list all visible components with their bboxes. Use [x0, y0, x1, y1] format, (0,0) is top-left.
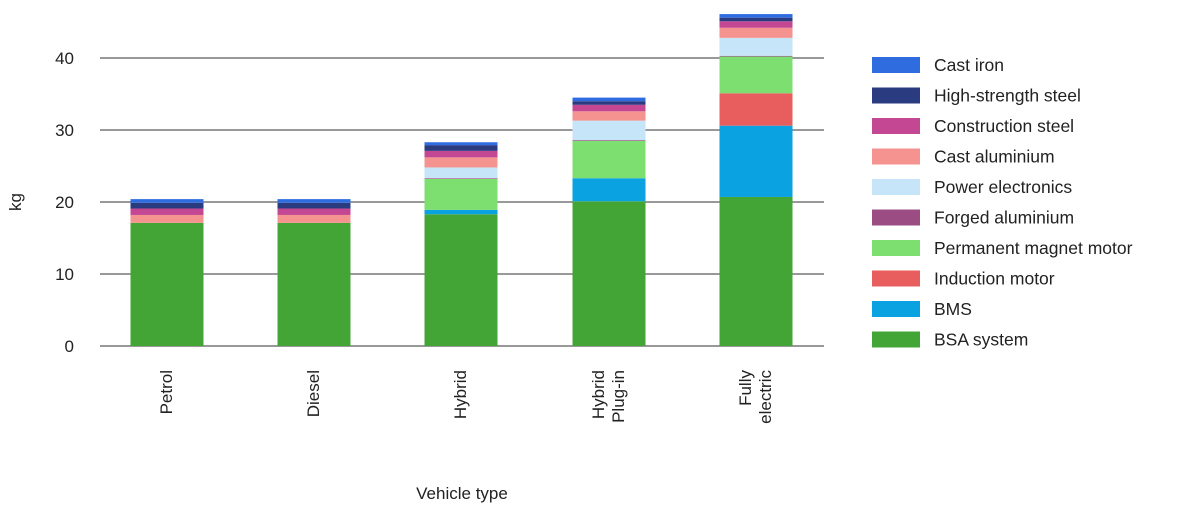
legend: Cast iron High-strength steel Construction… — [872, 55, 1133, 350]
legend-swatch — [872, 179, 920, 195]
bar-segment-cast-iron — [424, 142, 498, 146]
bar-segment-cast-iron — [572, 97, 646, 102]
legend-swatch — [872, 331, 920, 348]
bar-segment-bsa-system — [277, 222, 351, 346]
x-tick-label: Hybrid — [451, 370, 470, 419]
bar-segment-bms — [719, 125, 793, 197]
legend-swatch — [872, 118, 920, 134]
legend-swatch — [872, 301, 920, 317]
bar-segment-high-strength-steel — [719, 17, 793, 22]
bar-segment-construction-steel — [719, 21, 793, 28]
bar-segment-high-strength-steel — [424, 145, 498, 151]
bar-segment-forged-aluminium — [424, 178, 498, 179]
x-tick-label: electric — [756, 370, 775, 424]
bar-segment-power-electronics — [424, 167, 498, 179]
bar-segment-bms — [572, 178, 646, 202]
x-tick-label: Hybrid — [589, 370, 608, 419]
bar-segment-permanent-magnet-motor — [719, 56, 793, 94]
x-tick-labels: Petrol Diesel Hybrid Hybrid Plug-in Fully elec… — [157, 370, 775, 424]
bar-segment-cast-aluminium — [424, 157, 498, 168]
legend-label: Power electronics — [934, 177, 1072, 197]
bar-segment-cast-aluminium — [719, 27, 793, 38]
bar-segment-construction-steel — [130, 208, 204, 215]
y-tick-label: 0 — [65, 337, 74, 356]
bar-segment-cast-aluminium — [277, 214, 351, 223]
bar-segment-bsa-system — [572, 201, 646, 346]
x-tick-label: Plug-in — [609, 370, 628, 423]
legend-label: Induction motor — [934, 269, 1055, 289]
bar-segment-power-electronics — [572, 120, 646, 141]
x-tick-label: Fully — [736, 370, 755, 406]
y-tick-label: 10 — [55, 265, 74, 284]
legend-label: Permanent magnet motor — [934, 238, 1133, 258]
legend-label: Construction steel — [934, 116, 1074, 136]
legend-label: BSA system — [934, 330, 1028, 350]
legend-label: Cast iron — [934, 55, 1004, 75]
bar-segment-bsa-system — [719, 196, 793, 346]
bar-segment-high-strength-steel — [277, 202, 351, 209]
legend-swatch — [872, 57, 920, 73]
y-axis-title: kg — [6, 193, 25, 211]
legend-swatch — [872, 148, 920, 165]
y-tick-label: 30 — [55, 121, 74, 140]
x-tick-label: Diesel — [304, 370, 323, 417]
y-tick-label: 20 — [55, 193, 74, 212]
bar-segment-forged-aluminium — [719, 55, 793, 57]
y-tick-labels: 0 10 20 30 40 — [55, 49, 74, 356]
legend-swatch — [872, 270, 920, 287]
bar-segment-permanent-magnet-motor — [424, 178, 498, 210]
bar-segment-construction-steel — [277, 208, 351, 215]
bar-segment-cast-iron — [277, 199, 351, 203]
bar-segment-high-strength-steel — [572, 101, 646, 105]
legend-swatch — [872, 209, 920, 226]
legend-label: Cast aluminium — [934, 147, 1055, 167]
bar-segment-bsa-system — [424, 214, 498, 346]
bar-segment-power-electronics — [719, 37, 793, 56]
bar-segment-cast-aluminium — [572, 111, 646, 121]
legend-label: BMS — [934, 299, 972, 319]
legend-label: Forged aluminium — [934, 208, 1074, 228]
x-tick-label: Petrol — [157, 370, 176, 414]
bar-segment-bms — [424, 209, 498, 215]
bar-segment-bsa-system — [130, 222, 204, 346]
y-tick-label: 40 — [55, 49, 74, 68]
bar-segment-cast-aluminium — [130, 214, 204, 223]
bar-segment-permanent-magnet-motor — [572, 140, 646, 179]
legend-label: High-strength steel — [934, 86, 1081, 106]
legend-swatch — [872, 87, 920, 104]
bar-segment-forged-aluminium — [572, 140, 646, 141]
bar-segment-construction-steel — [424, 150, 498, 158]
bar-segment-construction-steel — [572, 104, 646, 112]
bars — [130, 14, 793, 346]
bar-segment-induction-motor — [719, 93, 793, 126]
legend-swatch — [872, 240, 920, 256]
bar-segment-cast-iron — [719, 14, 793, 18]
bar-segment-cast-iron — [130, 199, 204, 203]
bar-segment-high-strength-steel — [130, 202, 204, 209]
x-axis-title: Vehicle type — [416, 484, 508, 503]
